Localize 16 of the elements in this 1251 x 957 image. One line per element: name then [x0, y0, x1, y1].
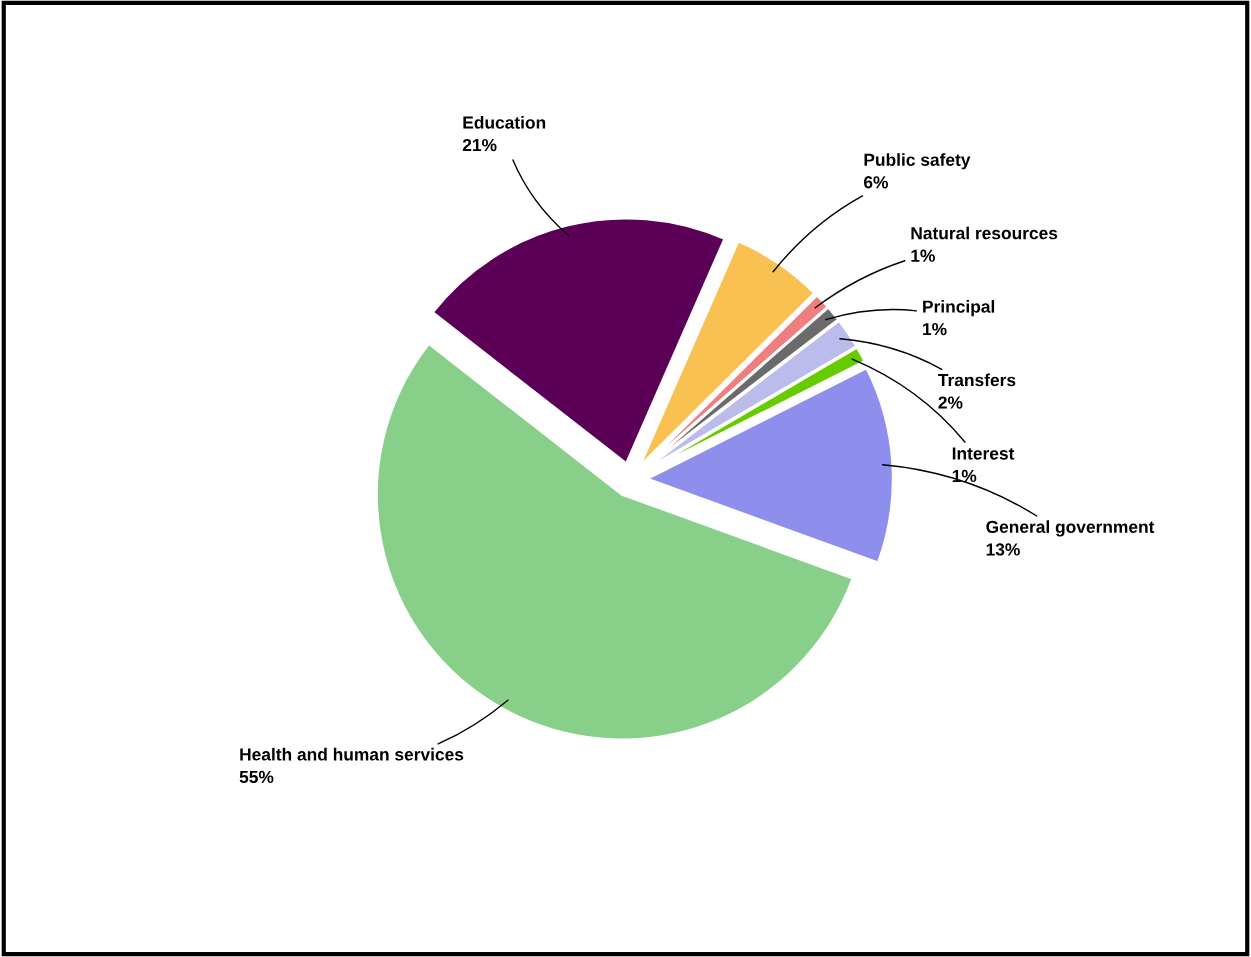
slice-label: General government — [986, 520, 1155, 537]
slice-label: Natural resources — [911, 226, 1058, 240]
data-label: 6% — [864, 176, 888, 189]
slice-label: Interest — [952, 447, 1015, 460]
data-label: 55% — [239, 770, 274, 784]
slice-label: Education — [463, 115, 546, 129]
data-label: 21% — [462, 138, 497, 152]
slice-label: Transfers — [938, 373, 1016, 387]
slice-label: Public safety — [864, 153, 971, 170]
slice-label: Principal — [923, 300, 995, 317]
data-label: 2% — [938, 396, 963, 409]
slice-label: Health and human services — [240, 747, 464, 761]
data-label: 1% — [952, 469, 977, 483]
data-label: 13% — [986, 543, 1020, 556]
data-label: 1% — [923, 323, 947, 336]
data-label: 1% — [911, 249, 935, 262]
